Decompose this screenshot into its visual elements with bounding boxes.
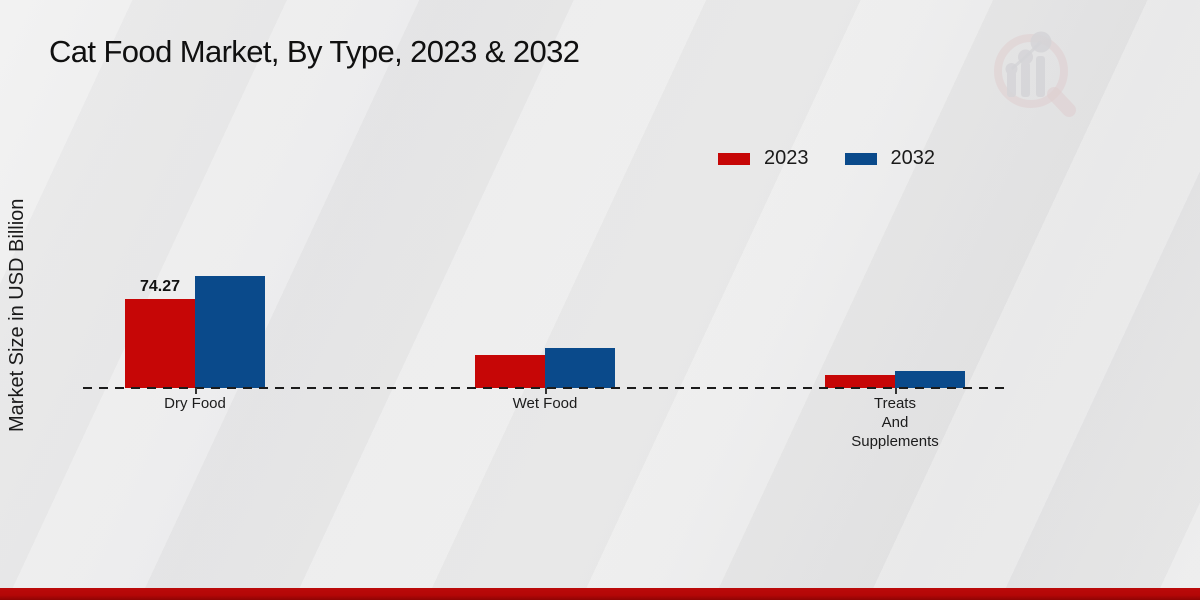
bar-value-label-2023-dry-food: 74.27 (139, 277, 181, 295)
legend-label-2032: 2032 (890, 147, 936, 169)
bar-2023-treats (825, 374, 895, 388)
bar-2032-dry-food (195, 275, 265, 388)
x-category-label-wet-food: Wet Food (512, 395, 578, 412)
legend-swatch-2023 (718, 152, 750, 165)
legend-item-2032: 2032 (844, 147, 936, 170)
x-tick-treats (895, 388, 897, 394)
bar-2032-wet-food (545, 347, 615, 388)
x-tick-dry-food (195, 388, 197, 394)
x-tick-wet-food (545, 388, 547, 394)
bar-2032-treats (895, 370, 965, 388)
bar-2023-dry-food (125, 298, 195, 388)
x-category-label-treats: Treats And Supplements (851, 395, 939, 450)
footer-accent-bar (0, 588, 1200, 600)
legend-swatch-2032 (844, 152, 877, 165)
bar-2023-wet-food (475, 354, 545, 388)
legend-item-2023: 2023 (718, 147, 809, 170)
magnifier-growth-chart-icon (994, 31, 1076, 117)
x-category-label-dry-food: Dry Food (164, 395, 226, 412)
chart-title: Cat Food Market, By Type, 2023 & 2032 (49, 34, 580, 69)
legend: 2023 2032 (718, 147, 935, 170)
legend-label-2023: 2023 (764, 147, 809, 169)
